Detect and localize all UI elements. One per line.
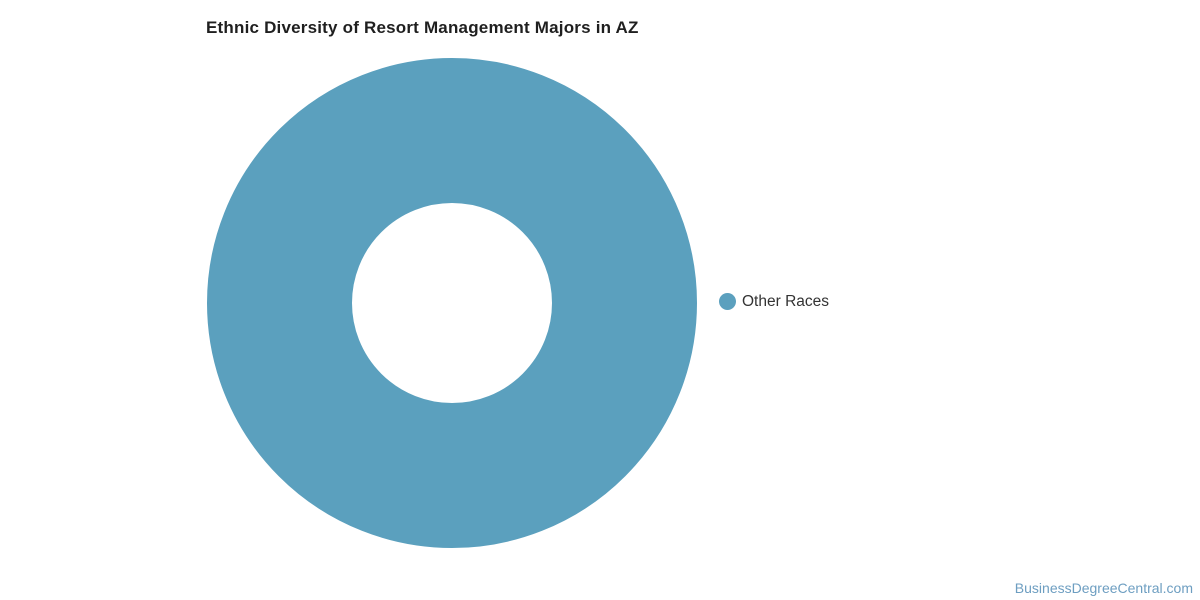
donut-chart bbox=[207, 58, 697, 548]
legend-label-other-races[interactable]: Other Races bbox=[742, 292, 830, 310]
watermark-link[interactable]: BusinessDegreeCentral.com bbox=[1014, 580, 1193, 596]
legend-marker-circle bbox=[719, 293, 736, 310]
legend-marker-icon[interactable] bbox=[719, 293, 736, 310]
chart-title: Ethnic Diversity of Resort Management Ma… bbox=[206, 18, 639, 37]
legend: Other Races bbox=[719, 293, 829, 310]
donut-slice-other-races[interactable] bbox=[207, 58, 697, 548]
